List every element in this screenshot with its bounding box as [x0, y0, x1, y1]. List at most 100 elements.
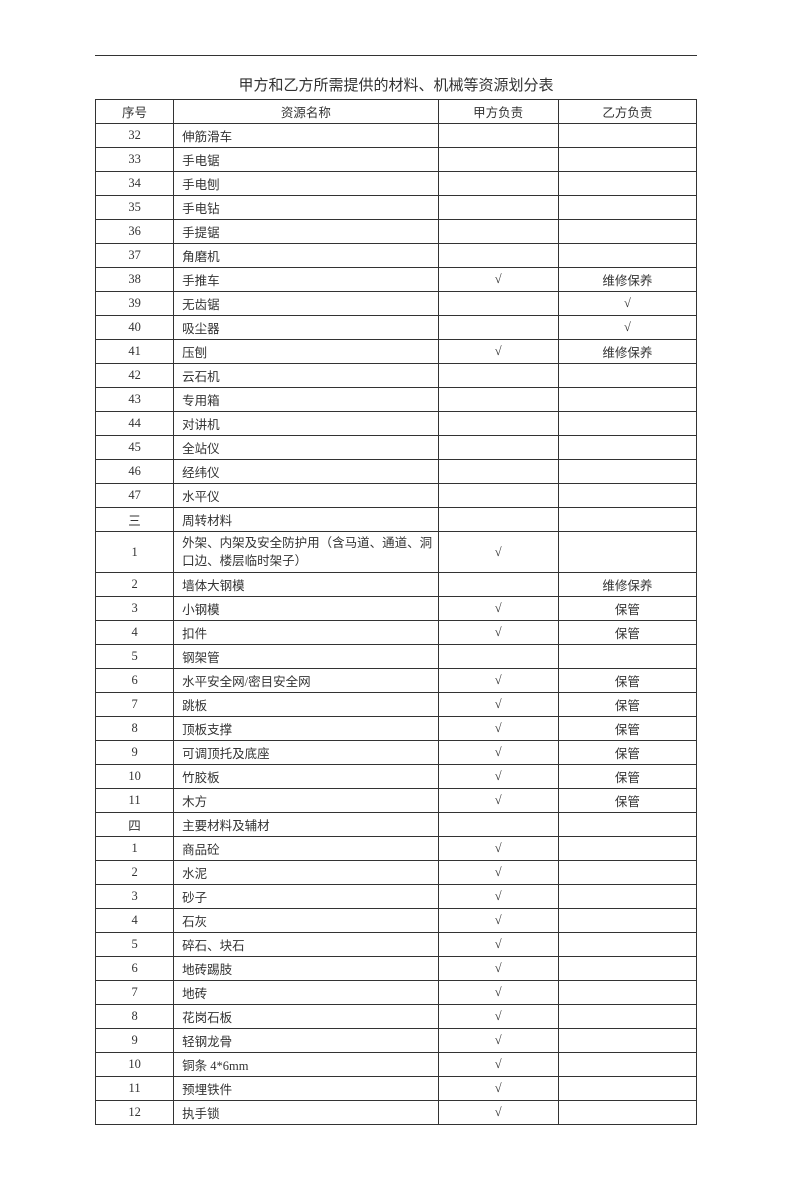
cell-partyB: [558, 148, 696, 172]
cell-partyA: [438, 172, 558, 196]
cell-partyB: [558, 484, 696, 508]
cell-partyA: √: [438, 1053, 558, 1077]
table-row: 12执手锁√: [96, 1101, 697, 1125]
cell-name: 花岗石板: [174, 1005, 438, 1029]
cell-seq: 1: [96, 837, 174, 861]
cell-partyB: √: [558, 316, 696, 340]
table-row: 33手电锯: [96, 148, 697, 172]
cell-partyA: √: [438, 1101, 558, 1125]
cell-seq: 7: [96, 981, 174, 1005]
cell-seq: 11: [96, 789, 174, 813]
cell-name: 外架、内架及安全防护用（含马道、通道、洞口边、楼层临时架子）: [174, 532, 438, 573]
cell-partyA: [438, 573, 558, 597]
cell-name: 可调顶托及底座: [174, 741, 438, 765]
cell-seq: 37: [96, 244, 174, 268]
cell-partyA: √: [438, 1005, 558, 1029]
cell-partyB: 保管: [558, 621, 696, 645]
cell-partyA: √: [438, 933, 558, 957]
table-row: 37角磨机: [96, 244, 697, 268]
cell-name: 主要材料及辅材: [174, 813, 438, 837]
cell-name: 砂子: [174, 885, 438, 909]
table-row: 9轻钢龙骨√: [96, 1029, 697, 1053]
cell-partyB: 保管: [558, 669, 696, 693]
cell-name: 水泥: [174, 861, 438, 885]
cell-name: 轻钢龙骨: [174, 1029, 438, 1053]
cell-partyB: 维修保养: [558, 573, 696, 597]
cell-partyB: [558, 837, 696, 861]
table-row: 36手提锯: [96, 220, 697, 244]
cell-name: 顶板支撑: [174, 717, 438, 741]
cell-name: 石灰: [174, 909, 438, 933]
document-page: 甲方和乙方所需提供的材料、机械等资源划分表 序号 资源名称 甲方负责 乙方负责 …: [0, 0, 792, 1185]
cell-partyA: [438, 316, 558, 340]
cell-name: 地砖踢肢: [174, 957, 438, 981]
cell-partyB: [558, 1053, 696, 1077]
table-row: 4石灰√: [96, 909, 697, 933]
cell-partyA: √: [438, 837, 558, 861]
cell-name: 无齿锯: [174, 292, 438, 316]
cell-seq: 1: [96, 532, 174, 573]
cell-name: 钢架管: [174, 645, 438, 669]
table-row: 8花岗石板√: [96, 1005, 697, 1029]
table-row: 1商品砼√: [96, 837, 697, 861]
cell-partyA: √: [438, 861, 558, 885]
cell-partyA: √: [438, 693, 558, 717]
cell-seq: 6: [96, 669, 174, 693]
cell-seq: 44: [96, 412, 174, 436]
cell-partyA: √: [438, 789, 558, 813]
col-header-seq: 序号: [96, 100, 174, 124]
table-row: 10竹胶板√保管: [96, 765, 697, 789]
cell-partyA: [438, 436, 558, 460]
top-rule: [95, 55, 697, 56]
cell-partyB: [558, 957, 696, 981]
cell-name: 云石机: [174, 364, 438, 388]
cell-seq: 42: [96, 364, 174, 388]
cell-name: 扣件: [174, 621, 438, 645]
cell-seq: 8: [96, 717, 174, 741]
cell-name: 手提锯: [174, 220, 438, 244]
cell-name: 手电钻: [174, 196, 438, 220]
cell-seq: 8: [96, 1005, 174, 1029]
cell-partyA: √: [438, 717, 558, 741]
table-row: 5碎石、块石√: [96, 933, 697, 957]
col-header-partyB: 乙方负责: [558, 100, 696, 124]
table-row: 46经纬仪: [96, 460, 697, 484]
cell-partyA: √: [438, 957, 558, 981]
col-header-partyA: 甲方负责: [438, 100, 558, 124]
cell-name: 跳板: [174, 693, 438, 717]
cell-partyB: 保管: [558, 597, 696, 621]
cell-partyB: 维修保养: [558, 268, 696, 292]
table-row: 47水平仪: [96, 484, 697, 508]
cell-partyA: [438, 292, 558, 316]
cell-seq: 36: [96, 220, 174, 244]
cell-seq: 10: [96, 765, 174, 789]
cell-partyB: [558, 220, 696, 244]
cell-partyA: √: [438, 621, 558, 645]
cell-name: 碎石、块石: [174, 933, 438, 957]
table-title: 甲方和乙方所需提供的材料、机械等资源划分表: [95, 74, 697, 95]
cell-partyB: [558, 532, 696, 573]
table-row: 41压刨√维修保养: [96, 340, 697, 364]
cell-name: 水平安全网/密目安全网: [174, 669, 438, 693]
table-row: 32伸筋滑车: [96, 124, 697, 148]
cell-seq: 35: [96, 196, 174, 220]
table-row: 6地砖踢肢√: [96, 957, 697, 981]
cell-partyB: [558, 933, 696, 957]
cell-seq: 45: [96, 436, 174, 460]
cell-name: 竹胶板: [174, 765, 438, 789]
cell-name: 木方: [174, 789, 438, 813]
cell-partyA: √: [438, 909, 558, 933]
cell-partyA: [438, 484, 558, 508]
cell-partyB: [558, 124, 696, 148]
cell-partyA: √: [438, 741, 558, 765]
cell-partyA: √: [438, 268, 558, 292]
cell-partyA: √: [438, 1029, 558, 1053]
cell-name: 手推车: [174, 268, 438, 292]
cell-partyA: √: [438, 597, 558, 621]
cell-partyA: √: [438, 885, 558, 909]
cell-partyA: [438, 148, 558, 172]
cell-partyB: [558, 1077, 696, 1101]
cell-partyB: [558, 364, 696, 388]
cell-seq: 9: [96, 741, 174, 765]
cell-partyA: [438, 813, 558, 837]
